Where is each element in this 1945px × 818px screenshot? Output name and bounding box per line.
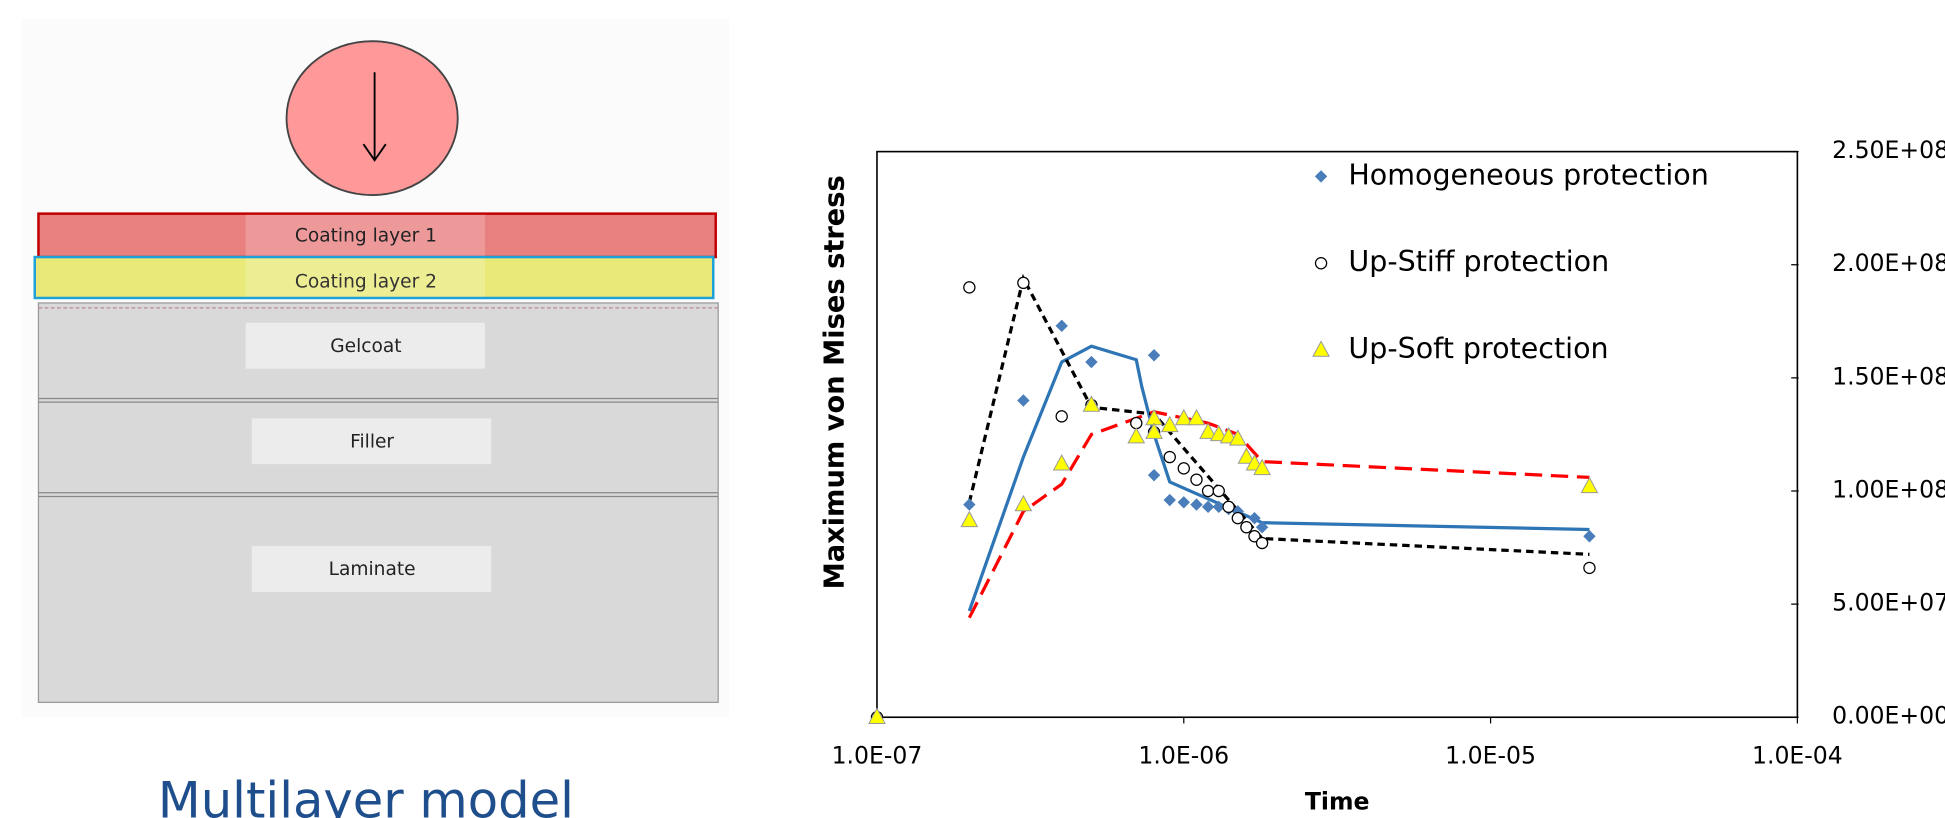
legend-marker	[1314, 170, 1328, 183]
label-box	[251, 418, 492, 465]
point	[1199, 422, 1217, 439]
legend-marker	[1314, 257, 1328, 270]
point	[1253, 458, 1272, 476]
point	[1255, 536, 1269, 550]
point	[1147, 468, 1161, 482]
layer-label: Gelcoat	[330, 336, 401, 357]
y-axis-label: Maximum von Mises stress	[820, 175, 851, 589]
layer-label: Coating layer 1	[295, 225, 437, 246]
diagram: Coating layer 1 Coating layer 2 Gelcoat …	[22, 18, 730, 818]
coating-2	[33, 255, 715, 300]
point	[963, 498, 976, 511]
x-tick-label: 1.0E-05	[1445, 741, 1536, 769]
point	[1248, 511, 1261, 525]
point	[1055, 410, 1068, 423]
point	[1160, 415, 1179, 433]
label-box	[245, 322, 486, 369]
point	[1231, 511, 1245, 525]
point	[1190, 498, 1203, 511]
point	[1127, 426, 1146, 444]
point	[1212, 484, 1225, 498]
plot-frame	[876, 150, 1799, 719]
point	[1085, 355, 1098, 369]
point	[1163, 450, 1176, 464]
label-box	[245, 214, 486, 256]
y-tick-label: 1.50E+08	[1832, 362, 1945, 390]
point	[1014, 494, 1033, 512]
point	[1583, 530, 1596, 543]
point	[960, 510, 979, 528]
point	[1177, 496, 1190, 509]
point	[1052, 454, 1071, 471]
label-box	[245, 258, 486, 297]
layer-label: Filler	[350, 431, 394, 452]
point	[1237, 447, 1256, 464]
point	[1187, 408, 1206, 426]
point	[1174, 408, 1193, 426]
x-tick-label: 1.0E-06	[1138, 741, 1229, 769]
point	[1209, 424, 1228, 442]
chart: Time Maximum von Mises stress 0.00E+00 5.…	[820, 136, 1945, 815]
point	[1145, 422, 1163, 439]
point	[868, 707, 886, 724]
point	[1017, 394, 1030, 407]
fit-line	[967, 344, 1590, 612]
point	[1055, 319, 1068, 333]
point	[1583, 561, 1596, 575]
layer-label: Laminate	[329, 559, 416, 580]
point	[1228, 429, 1247, 446]
fit-line	[967, 273, 1590, 556]
caption: Multilayer model	[158, 772, 574, 818]
fit-line	[967, 410, 1590, 619]
y-tick-label: 2.50E+08	[1832, 136, 1945, 164]
point	[1163, 493, 1176, 507]
point	[1147, 349, 1161, 362]
layer-label: Coating layer 2	[295, 271, 437, 292]
point	[1177, 462, 1190, 475]
point	[1248, 530, 1261, 543]
y-tick-label: 1.00E+08	[1832, 475, 1945, 503]
point	[1580, 476, 1599, 494]
impactor	[285, 40, 459, 196]
layer-body	[37, 302, 719, 703]
point	[1082, 395, 1101, 412]
x-axis-label: Time	[1305, 787, 1370, 815]
point	[1201, 484, 1215, 498]
x-tick-label: 1.0E-07	[832, 741, 923, 769]
y-tick-label: 2.00E+08	[1832, 249, 1945, 277]
point	[1017, 276, 1030, 290]
legend-label: Up-Stiff protection	[1348, 245, 1609, 278]
legend-label: Homogeneous protection	[1348, 158, 1708, 191]
x-tick-label: 1.0E-04	[1752, 741, 1843, 769]
legend-label: Up-Soft protection	[1348, 332, 1608, 365]
arrow-head	[362, 143, 387, 162]
point	[963, 281, 976, 294]
point	[1240, 520, 1253, 534]
label-box	[251, 546, 492, 592]
point	[1222, 500, 1235, 514]
legend-marker	[1312, 340, 1330, 357]
y-tick-label: 0.00E+00	[1832, 702, 1945, 730]
y-tick-label: 5.00E+07	[1832, 589, 1945, 617]
point	[1190, 473, 1203, 486]
